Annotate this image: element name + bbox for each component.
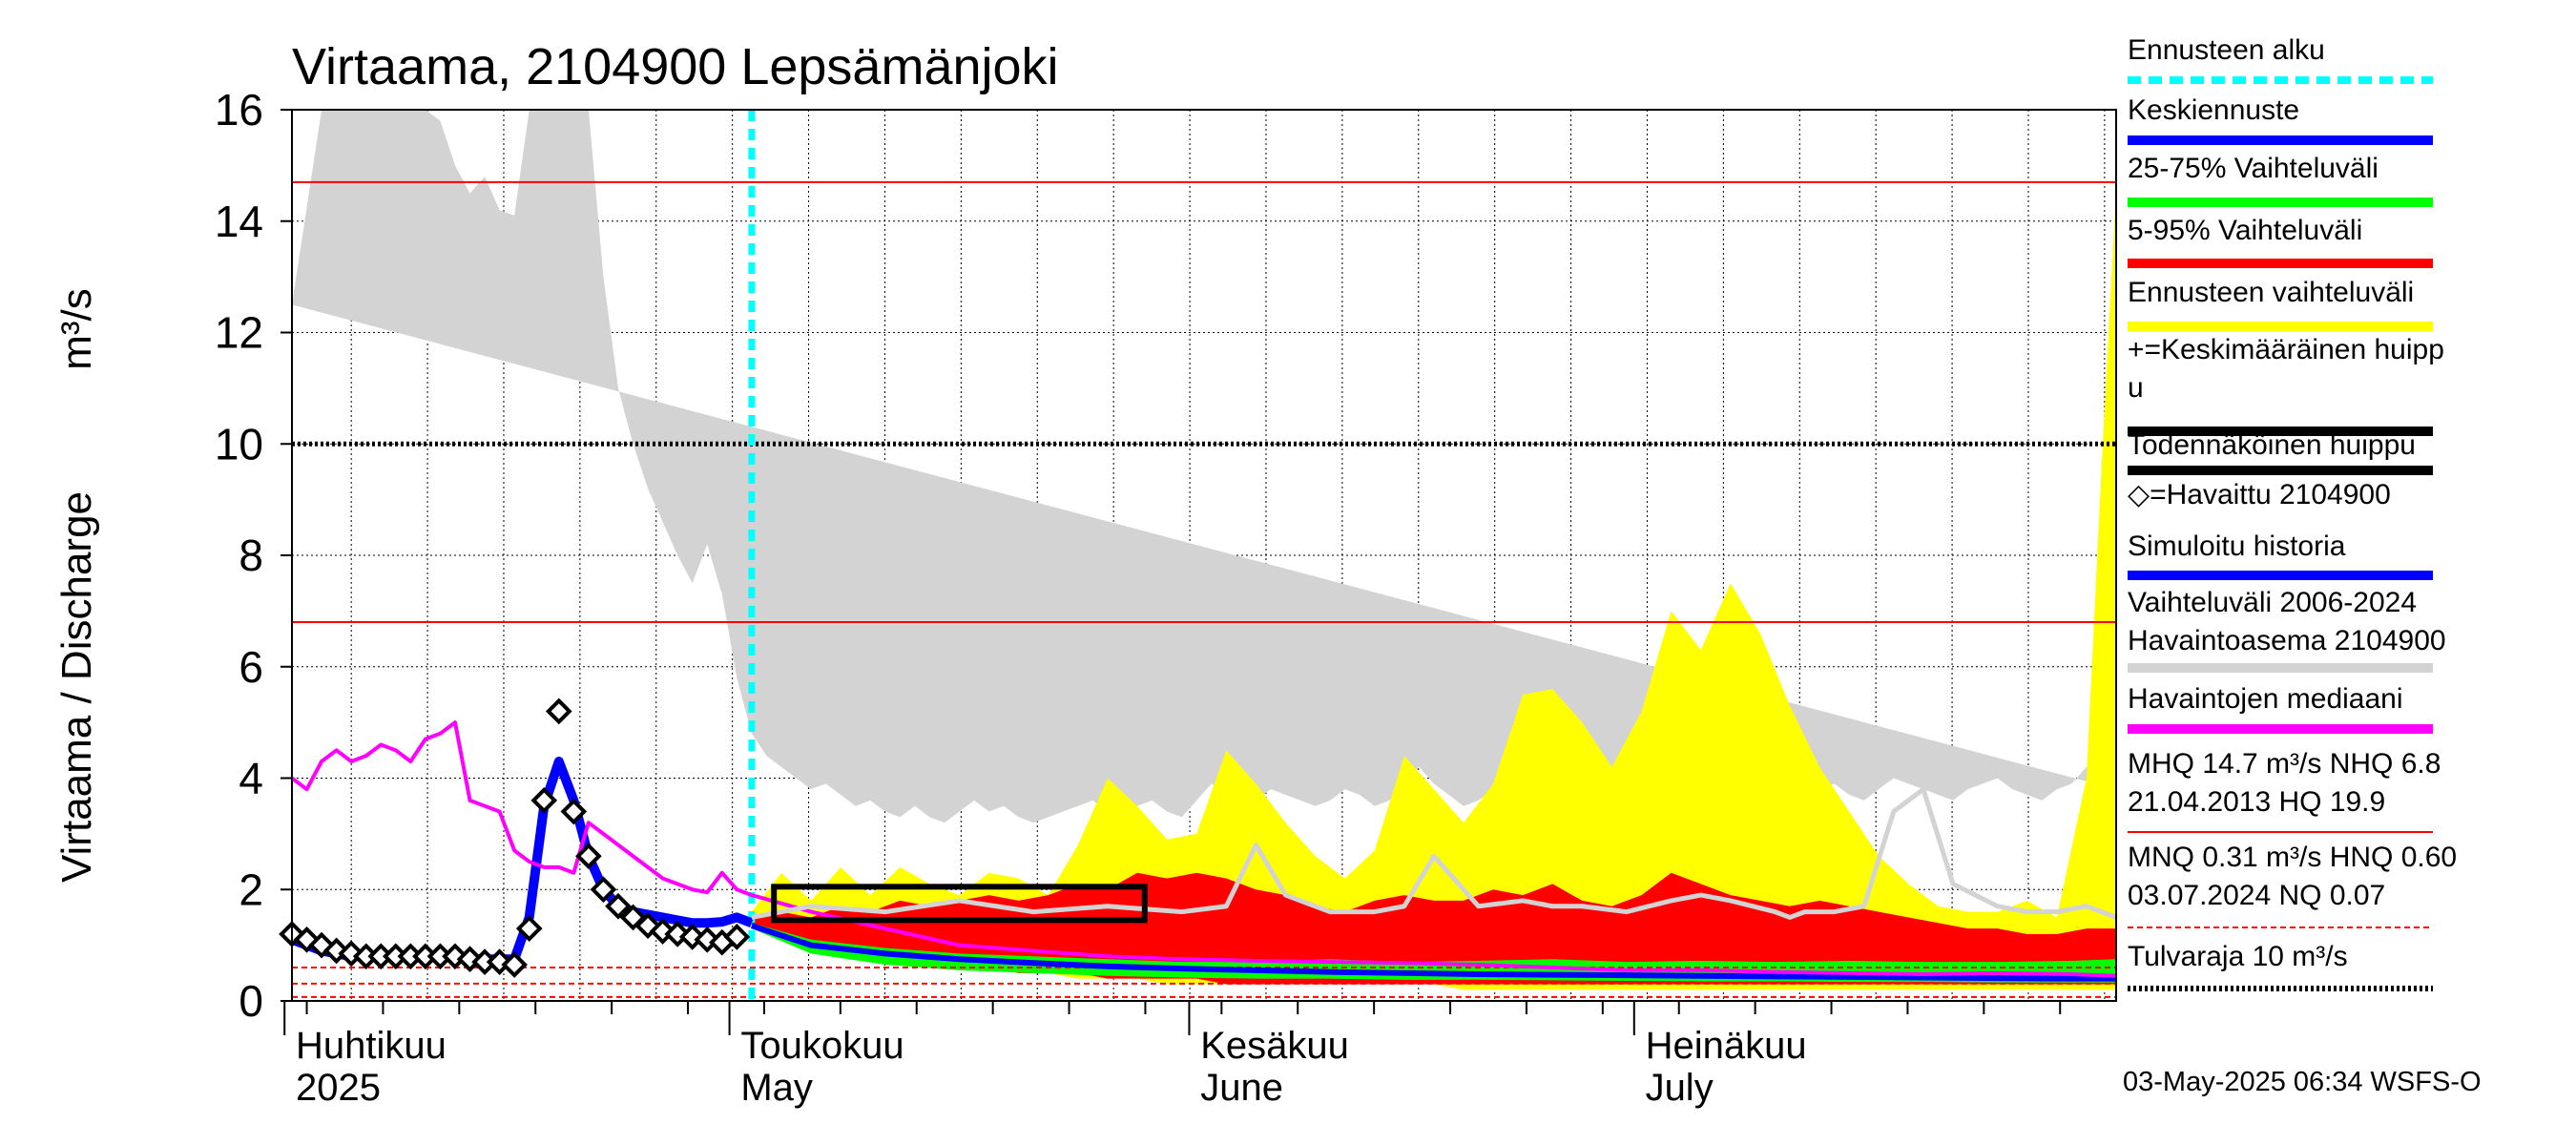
observed-point — [634, 912, 661, 940]
legend-label: Keskiennuste — [2128, 94, 2299, 126]
month-label-en: 2025 — [296, 1067, 381, 1109]
y-tick-label: 10 — [215, 419, 263, 468]
legend-label: Vaihteluväli 2006-2024 — [2128, 587, 2417, 618]
observed-point — [501, 951, 528, 978]
month-label-en: May — [740, 1067, 813, 1109]
legend-label: MNQ 0.31 m³/s HNQ 0.60 — [2128, 842, 2457, 873]
observed-point — [605, 892, 632, 920]
probable-peak-box — [771, 884, 1148, 924]
chart-title: Virtaama, 2104900 Lepsämänjoki — [292, 38, 1059, 95]
observed-point — [664, 921, 691, 947]
legend-label: ◇=Havaittu 2104900 — [2128, 479, 2391, 510]
observed-markers — [279, 697, 751, 978]
legend-label: Ennusteen alku — [2128, 34, 2325, 66]
legend: Ennusteen alku Keskiennuste 25-75% Vaihtel… — [2128, 34, 2457, 991]
month-label-fi: Heinäkuu — [1646, 1025, 1807, 1067]
legend-label: Tulvaraja 10 m³/s — [2128, 941, 2348, 972]
month-label-en: July — [1646, 1067, 1714, 1109]
observed-point — [456, 946, 484, 973]
band-vaihteluv-li-2006-2024-havaintoasema-2104900 — [292, 110, 2116, 823]
y-axis-label: Virtaama / Discharge — [53, 491, 100, 883]
data-bands — [292, 110, 2116, 990]
month-label-fi: Toukokuu — [740, 1025, 904, 1067]
y-tick-label: 6 — [239, 642, 263, 692]
legend-label: MHQ 14.7 m³/s NHQ 6.8 — [2128, 748, 2441, 780]
legend-label-line2: 21.04.2013 HQ 19.9 — [2128, 786, 2385, 818]
legend-label: Todennäköinen huippu — [2128, 429, 2416, 461]
legend-label: 25-75% Vaihteluväli — [2128, 153, 2379, 184]
observed-point — [308, 931, 335, 959]
y-axis-unit: m³/s — [53, 288, 100, 370]
band-ennusteen-vaihteluv-li — [751, 187, 2116, 990]
y-tick-label: 0 — [239, 976, 263, 1026]
y-tick-label: 12 — [215, 308, 263, 358]
line-vaihteluv-li-grey-line — [751, 786, 2116, 920]
legend-label-line2: u — [2128, 372, 2144, 404]
y-axis-ticks: 0 2 4 6 8 10 12 14 16 — [215, 85, 292, 1026]
observed-point — [530, 787, 558, 814]
observed-point — [545, 697, 572, 725]
observed-point — [590, 876, 617, 904]
month-label-fi: Kesäkuu — [1200, 1025, 1349, 1067]
observed-point — [619, 904, 647, 931]
line-havaintojen-mediaani — [292, 720, 2116, 978]
observed-point — [575, 843, 602, 870]
legend-label: Havaintojen mediaani — [2128, 683, 2403, 715]
y-tick-label: 2 — [239, 864, 263, 914]
observed-point — [515, 915, 543, 942]
y-tick-label: 14 — [215, 197, 263, 246]
legend-label: Simuloitu historia — [2128, 531, 2346, 562]
y-tick-label: 16 — [215, 85, 263, 135]
observed-point — [560, 798, 588, 825]
y-tick-label: 4 — [239, 754, 263, 803]
month-label-fi: Huhtikuu — [296, 1025, 447, 1067]
y-tick-label: 8 — [239, 531, 263, 580]
legend-label-line2: 03.07.2024 NQ 0.07 — [2128, 880, 2385, 911]
observed-point — [723, 924, 751, 950]
legend-label: 5-95% Vaihteluväli — [2128, 215, 2362, 246]
observed-point — [486, 948, 513, 975]
legend-label-line2: Havaintoasema 2104900 — [2128, 625, 2446, 656]
legend-label: +=Keskimääräinen huipp — [2128, 334, 2444, 365]
legend-label: Ennusteen vaihteluväli — [2128, 277, 2414, 308]
footer-timestamp: 03-May-2025 06:34 WSFS-O — [2123, 1067, 2482, 1097]
line-keskiennuste — [750, 923, 2116, 982]
observed-point — [442, 943, 468, 970]
month-label-en: June — [1200, 1067, 1283, 1109]
